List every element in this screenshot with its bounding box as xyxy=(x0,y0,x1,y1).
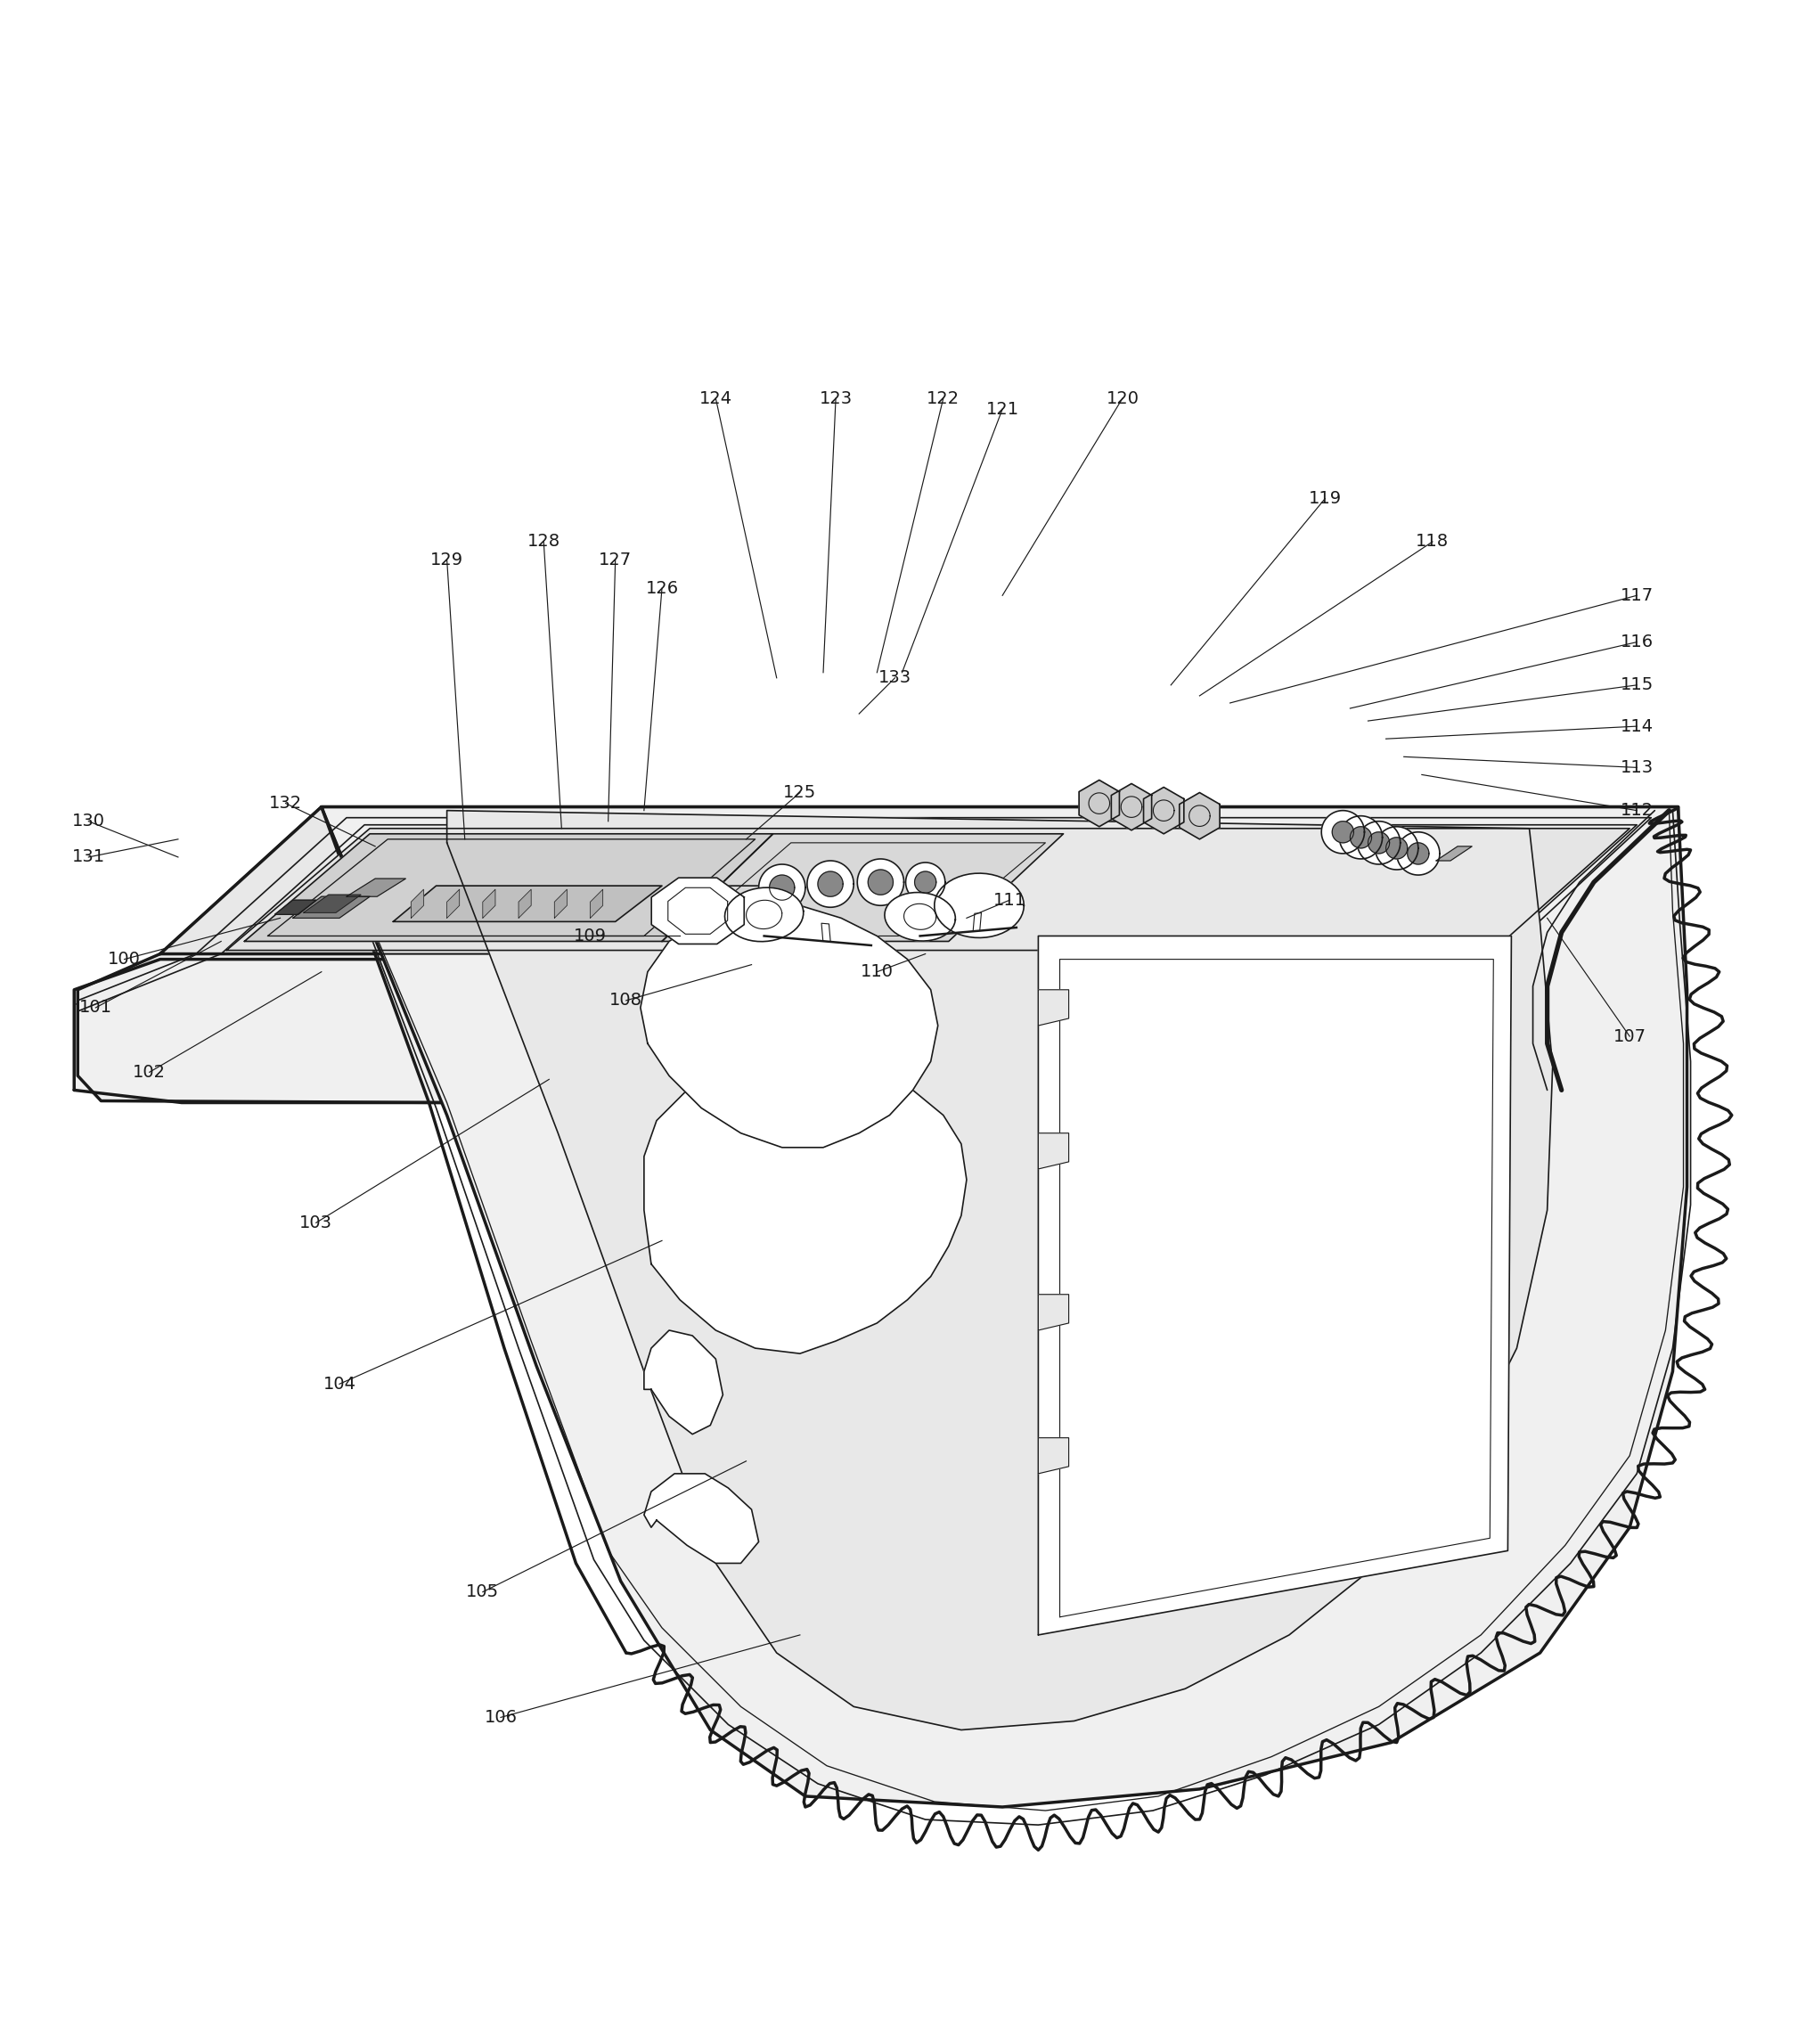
Polygon shape xyxy=(1332,822,1353,842)
Text: 118: 118 xyxy=(1416,533,1448,550)
Polygon shape xyxy=(724,887,803,942)
Polygon shape xyxy=(1407,842,1429,865)
Polygon shape xyxy=(322,807,1687,1807)
Polygon shape xyxy=(1179,793,1220,840)
Text: 131: 131 xyxy=(72,848,104,865)
Text: 109: 109 xyxy=(573,928,607,944)
Polygon shape xyxy=(394,885,661,922)
Text: 129: 129 xyxy=(429,552,464,568)
Text: 106: 106 xyxy=(483,1709,518,1725)
Polygon shape xyxy=(412,889,424,918)
Text: 124: 124 xyxy=(699,390,731,407)
Polygon shape xyxy=(1039,989,1069,1026)
Text: 100: 100 xyxy=(108,950,140,967)
Polygon shape xyxy=(868,869,893,895)
Text: 132: 132 xyxy=(270,795,302,811)
Polygon shape xyxy=(347,879,406,897)
Polygon shape xyxy=(1039,936,1511,1635)
Text: 114: 114 xyxy=(1621,717,1653,734)
Polygon shape xyxy=(643,1061,967,1353)
Text: 130: 130 xyxy=(72,814,104,830)
Polygon shape xyxy=(77,807,1678,1108)
Text: 105: 105 xyxy=(465,1584,500,1600)
Polygon shape xyxy=(74,959,1522,1102)
Polygon shape xyxy=(160,807,1678,955)
Text: 101: 101 xyxy=(79,1000,111,1016)
Text: 121: 121 xyxy=(987,401,1019,417)
Polygon shape xyxy=(275,899,316,914)
Polygon shape xyxy=(643,1474,758,1564)
Text: 116: 116 xyxy=(1621,634,1653,650)
Text: 122: 122 xyxy=(927,390,960,407)
Polygon shape xyxy=(1339,816,1382,858)
Polygon shape xyxy=(915,871,936,893)
Polygon shape xyxy=(683,885,776,922)
Text: 111: 111 xyxy=(994,891,1026,910)
Text: 117: 117 xyxy=(1621,587,1653,603)
Polygon shape xyxy=(807,861,854,908)
Polygon shape xyxy=(884,893,956,940)
Text: 126: 126 xyxy=(645,580,679,597)
Text: 119: 119 xyxy=(1308,491,1342,507)
Polygon shape xyxy=(483,889,496,918)
Polygon shape xyxy=(1321,811,1364,854)
Polygon shape xyxy=(589,889,602,918)
Polygon shape xyxy=(640,905,938,1147)
Polygon shape xyxy=(758,865,805,912)
Polygon shape xyxy=(293,897,370,918)
Polygon shape xyxy=(226,828,1630,950)
Polygon shape xyxy=(934,873,1024,938)
Polygon shape xyxy=(1350,826,1371,848)
Polygon shape xyxy=(1368,832,1389,854)
Text: 110: 110 xyxy=(861,963,893,981)
Polygon shape xyxy=(1143,787,1184,834)
Polygon shape xyxy=(769,875,794,899)
Polygon shape xyxy=(818,871,843,897)
Text: 115: 115 xyxy=(1621,677,1653,693)
Polygon shape xyxy=(1039,1132,1069,1169)
Text: 103: 103 xyxy=(300,1214,332,1230)
Polygon shape xyxy=(643,1331,722,1435)
Text: 127: 127 xyxy=(598,552,633,568)
Polygon shape xyxy=(244,834,773,942)
Text: 108: 108 xyxy=(609,991,643,1010)
Text: 133: 133 xyxy=(879,670,911,687)
Polygon shape xyxy=(652,877,744,944)
Text: 102: 102 xyxy=(133,1063,165,1081)
Polygon shape xyxy=(1375,826,1418,869)
Text: 123: 123 xyxy=(819,390,852,407)
Text: 120: 120 xyxy=(1105,390,1139,407)
Polygon shape xyxy=(1039,1294,1069,1331)
Text: 112: 112 xyxy=(1621,801,1653,820)
Polygon shape xyxy=(447,811,1553,1729)
Polygon shape xyxy=(1385,838,1407,858)
Text: 125: 125 xyxy=(783,785,816,801)
Polygon shape xyxy=(1436,846,1472,861)
Polygon shape xyxy=(1039,1437,1069,1474)
Polygon shape xyxy=(555,889,568,918)
Polygon shape xyxy=(447,889,460,918)
Polygon shape xyxy=(1111,783,1152,830)
Text: 107: 107 xyxy=(1614,1028,1646,1044)
Text: 128: 128 xyxy=(527,533,561,550)
Polygon shape xyxy=(304,895,361,914)
Polygon shape xyxy=(661,834,1064,942)
Polygon shape xyxy=(1357,822,1400,865)
Polygon shape xyxy=(906,863,945,901)
Text: 104: 104 xyxy=(323,1376,356,1392)
Polygon shape xyxy=(1078,781,1120,826)
Text: 113: 113 xyxy=(1621,758,1653,777)
Polygon shape xyxy=(519,889,532,918)
Polygon shape xyxy=(857,858,904,905)
Polygon shape xyxy=(1522,807,1678,1098)
Polygon shape xyxy=(1396,832,1439,875)
